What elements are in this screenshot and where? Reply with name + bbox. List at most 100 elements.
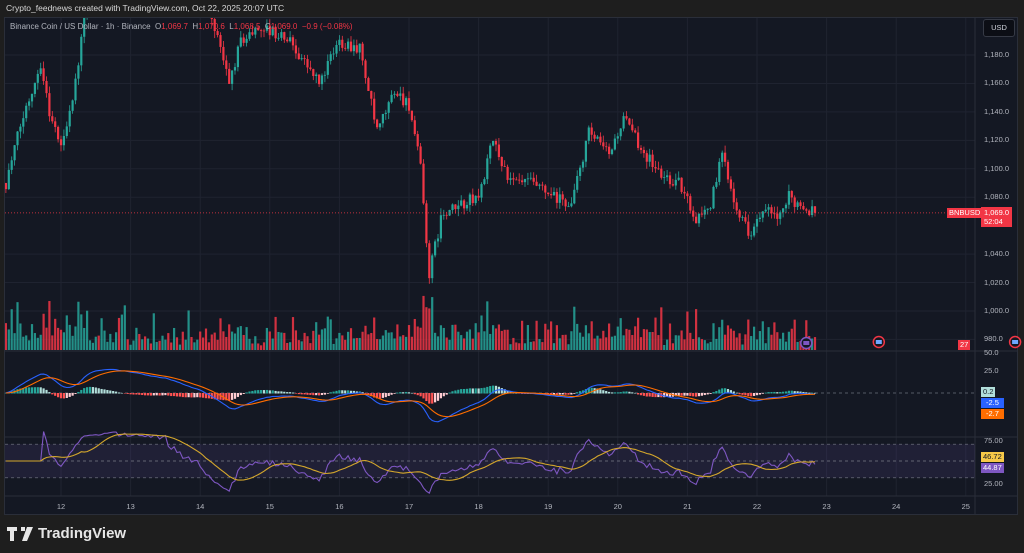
macd-histogram-bar [242,393,245,394]
macd-histogram-bar [639,393,643,396]
volume-bar [30,324,34,350]
volume-bar [637,317,640,350]
candle [242,37,245,43]
macd-histogram-bar [500,388,503,394]
candle [98,6,100,7]
candle [442,214,445,216]
volume-bar [36,337,39,350]
macd-histogram-bar [286,392,289,394]
candle [619,128,622,137]
macd-histogram-bar [663,393,666,398]
candle [405,98,408,106]
volume-bar [303,332,306,350]
candle [602,142,605,147]
volume-bar [483,331,486,350]
macd-histogram-bar [138,393,141,395]
macd-histogram-bar [100,388,103,394]
time-axis-label: 23 [822,502,831,511]
macd-signal-tag: -2.7 [981,409,1004,419]
macd-histogram-bar [71,393,74,396]
volume-bar [468,329,471,350]
macd-histogram-bar [608,391,611,394]
macd-histogram-bar [274,390,277,394]
macd-histogram-bar [570,393,573,395]
macd-histogram-bar [245,392,248,394]
volume-bar [158,340,161,350]
macd-histogram-bar [202,393,205,398]
volume-bar [584,325,587,350]
candle [782,208,785,213]
candle [39,68,42,74]
macd-histogram-bar [83,388,86,394]
candle [639,147,643,150]
volume-bar [248,338,251,350]
chart-frame[interactable] [4,17,1018,515]
candle [7,169,10,190]
tradingview-logo[interactable]: TradingView [7,525,126,542]
volume-bar [576,323,579,350]
volume-bar [39,334,42,350]
volume-bar [506,329,509,350]
candle [700,213,703,215]
macd-histogram-bar [146,393,150,396]
macd-histogram-bar [518,393,521,394]
macd-histogram-bar [648,393,651,397]
close-label: C [264,22,271,31]
macd-histogram-bar [590,387,593,394]
candle [758,217,761,219]
candle [86,15,88,17]
candle [625,116,628,119]
volume-bar [28,340,31,350]
volume-bar [654,317,657,350]
time-axis-label: 19 [544,502,553,511]
volume-bar [521,320,524,350]
candle [289,37,292,42]
candle [364,60,367,79]
volume-bar [141,339,144,350]
volume-bar [460,335,463,350]
volume-bar [378,339,382,350]
macd-histogram-bar [48,392,51,394]
volume-bar [347,331,350,350]
volume-bar [280,332,283,350]
macd-histogram-bar [393,393,396,394]
candle [286,39,289,42]
volume-bar [680,330,683,350]
macd-histogram-bar [59,393,63,399]
volume-bar [260,345,263,350]
macd-histogram-bar [425,393,428,402]
macd-histogram-bar [428,393,431,404]
candle [358,43,361,53]
open-label: O [154,22,162,31]
volume-bar [48,301,51,350]
candle [500,157,503,167]
candle [367,78,370,91]
volume-bar [355,337,358,350]
macd-histogram-bar [454,390,457,394]
volume-bar [146,338,150,350]
volume-bar [257,343,260,350]
symbol-name[interactable]: Binance Coin / US Dollar · 1h · Binance [10,22,151,31]
macd-histogram-bar [637,393,640,395]
volume-bar [544,323,547,350]
volume-bar [726,325,730,350]
volume-bar [262,342,266,350]
macd-histogram-bar [700,393,703,396]
macd-histogram-bar [144,393,147,396]
volume-bar [558,338,561,350]
macd-histogram-bar [196,393,199,398]
volume-bar [80,314,83,350]
currency-button[interactable]: USD [983,19,1015,37]
candle [584,140,587,162]
volume-bar [291,317,295,350]
volume-bar [123,305,126,350]
macd-histogram-bar [651,393,654,397]
volume-bar [13,333,16,350]
macd-histogram-bar [97,388,100,394]
macd-histogram-bar [207,393,210,399]
time-axis-label: 13 [126,502,135,511]
candle [776,213,779,219]
time-axis-label: 18 [474,502,483,511]
candle [344,47,347,49]
